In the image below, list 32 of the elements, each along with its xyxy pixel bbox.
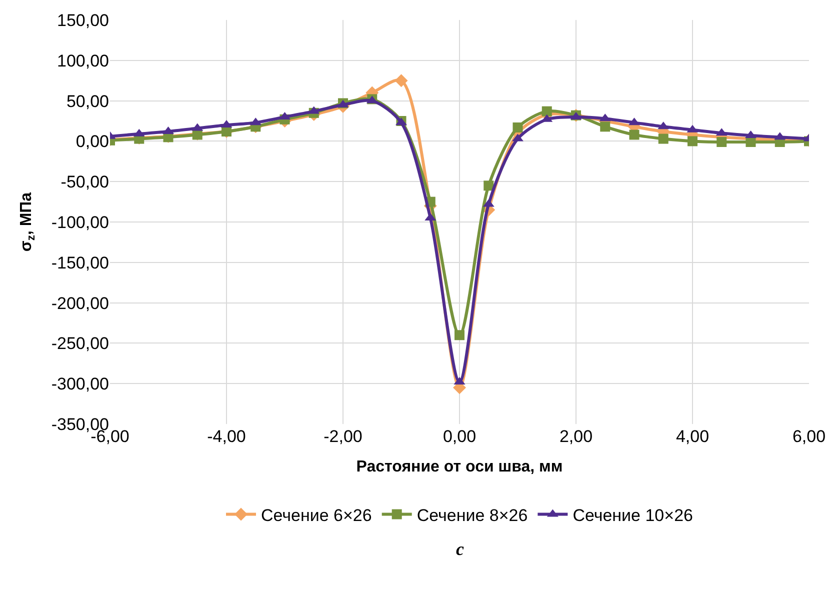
y-tick-label: -250,00: [51, 334, 109, 354]
point: [629, 130, 640, 140]
legend-label: Сечение 8×26: [416, 506, 528, 525]
x-tick-label: 2,00: [559, 427, 593, 446]
y-tick-label: 100,00: [57, 51, 109, 70]
x-tick-label: 6,00: [792, 427, 826, 446]
point: [512, 122, 523, 132]
y-tick-label: -300,00: [51, 374, 109, 394]
point: [688, 136, 698, 146]
x-tick-label: -4,00: [207, 427, 246, 446]
y-tick-label: -150,00: [51, 253, 109, 272]
point: [716, 137, 727, 148]
y-tick-label: 50,00: [66, 92, 109, 111]
text: c: [456, 539, 464, 559]
point: [394, 74, 408, 88]
legend-label: Сечение 6×26: [261, 506, 372, 525]
y-tick-label: -50,00: [60, 172, 109, 192]
x-tick-label: 4,00: [676, 427, 710, 446]
y-tick-label: 150,00: [57, 10, 109, 30]
legend-label: Сечение 10×26: [572, 506, 693, 525]
point: [454, 330, 464, 340]
point: [484, 180, 494, 191]
point: [658, 134, 668, 144]
point: [542, 106, 552, 116]
y-tick-label: 0,00: [76, 132, 109, 152]
x-axis-title: Растояние от оси шва, мм: [356, 458, 563, 476]
point: [600, 122, 610, 132]
x-tick-label: 0,00: [442, 427, 476, 446]
point: [746, 137, 756, 148]
x-tick-label: -2,00: [324, 427, 362, 446]
y-tick-label: -100,00: [51, 212, 109, 232]
y-tick-label: -200,00: [51, 294, 109, 313]
